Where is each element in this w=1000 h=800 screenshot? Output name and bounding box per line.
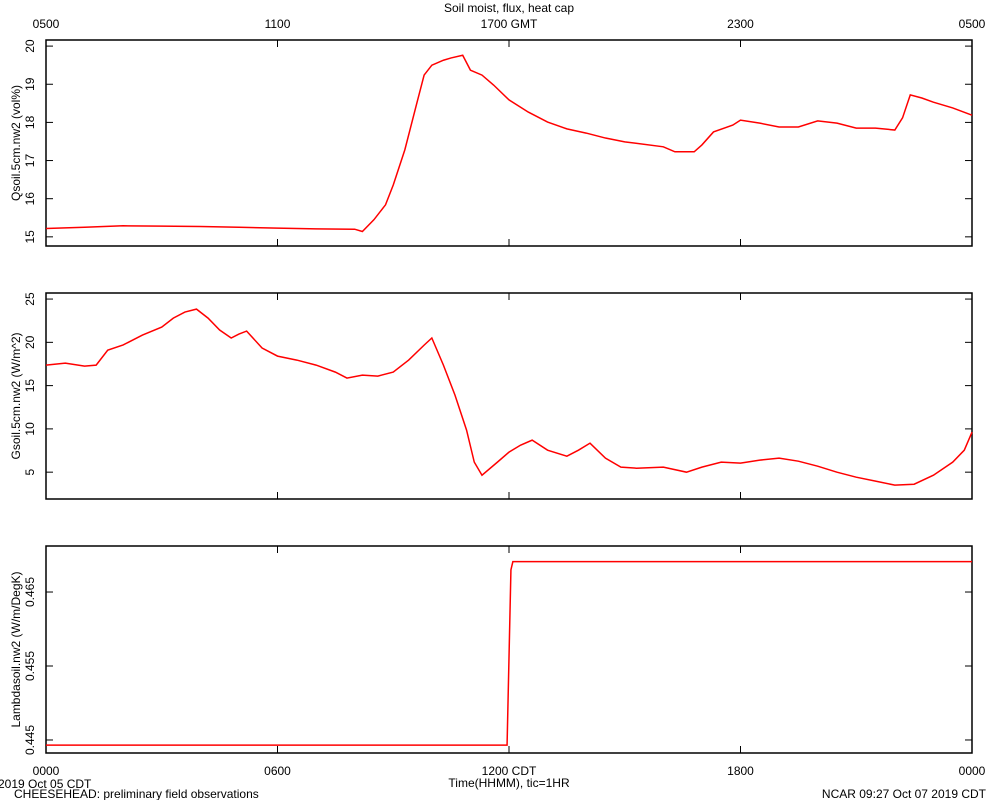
y-axis-label: Qsoil.5cm.nw2 (vol%) [9,85,23,201]
y-axis-label: Lambdasoil.nw2 (W/m/DegK) [9,571,23,727]
x2-tick-label: 0500 [33,17,60,31]
footer-project: CHEESEHEAD: preliminary field observatio… [14,787,259,800]
y-tick-label: 0.455 [23,651,37,681]
plot-frame [45,39,973,247]
chart-title: Soil moist, flux, heat cap [444,1,574,15]
y-tick-label: 19 [23,77,37,91]
x-tick-label: 1200 CDT [482,764,537,778]
y-tick-label: 15 [23,230,37,244]
y-tick-label: 25 [23,292,37,306]
footer-stamp: NCAR 09:27 Oct 07 2019 CDT [822,787,987,800]
data-line [45,54,973,233]
y-tick-label: 15 [23,379,37,393]
y-tick-label: 17 [23,154,37,168]
x-tick-label: 0600 [264,764,291,778]
y-tick-label: 0.445 [23,725,37,755]
plot-frame [45,292,973,500]
y-tick-label: 18 [23,115,37,129]
x2-tick-label: 0500 [959,17,986,31]
x2-tick-label: 1100 [265,17,291,31]
y-tick-label: 10 [23,422,37,436]
x-tick-label: 0000 [33,764,60,778]
x-tick-label: 1800 [727,764,754,778]
y-axis-label: Gsoil.5cm.nw2 (W/m^2) [9,333,23,460]
x-tick-label: 0000 [959,764,986,778]
x-axis-label: Time(HHMM), tic=1HR [448,776,570,790]
footer-date: 2019 Oct 05 CDT [0,777,92,791]
data-line [45,308,973,486]
y-tick-label: 0.465 [23,577,37,607]
y-tick-label: 16 [23,192,37,206]
y-tick-label: 20 [23,39,37,53]
x2-tick-label: 1700 GMT [481,17,538,31]
data-line [46,560,972,746]
y-tick-label: 5 [23,469,37,476]
y-tick-label: 20 [23,335,37,349]
x2-tick-label: 2300 [727,17,754,31]
